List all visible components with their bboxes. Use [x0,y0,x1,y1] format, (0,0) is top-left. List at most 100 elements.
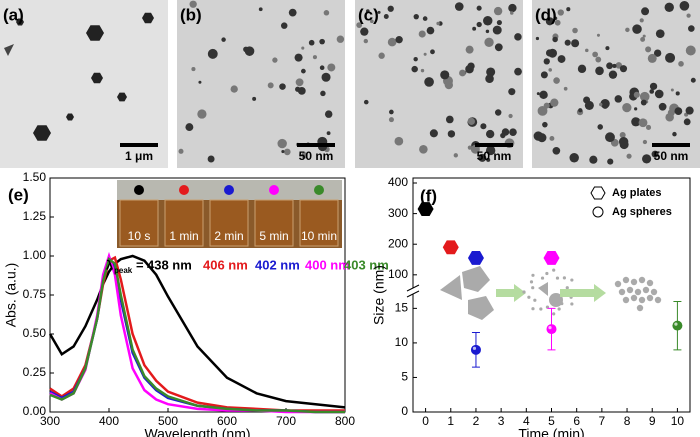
particle [548,68,552,72]
particle [584,100,594,110]
x-tick-label: 500 [158,414,178,428]
schematic-arrow [560,284,606,302]
particle [494,43,503,52]
scale-bar-label: 50 nm [299,149,334,163]
particle [272,57,278,63]
particle [370,19,374,24]
plate-marker [543,251,560,265]
particle [377,10,381,14]
particle [634,107,638,111]
x-tick-label: 3 [498,414,505,428]
schematic-dot [552,312,556,316]
particle [655,29,665,39]
particle [632,117,637,122]
particle [597,124,603,130]
particle [690,77,696,83]
particle [596,33,600,37]
particle [486,67,496,77]
particle [549,135,555,141]
particle [279,83,286,90]
particle [496,19,502,26]
particle [476,5,482,11]
axis-break-gap [409,288,417,294]
sphere-highlight [674,322,678,326]
particle [645,124,652,131]
y-tick-label: 100 [388,267,408,281]
particle [453,153,458,158]
particle [608,70,618,79]
particle [552,36,558,43]
particle [658,102,667,111]
particle [642,154,652,164]
legend-label: Ag plates [612,187,662,199]
schematic-dot [636,304,644,312]
particle [612,63,617,68]
schematic-dot [545,271,549,276]
particle [207,155,215,163]
schematic-dot [622,276,630,284]
y-tick-label: 1.50 [23,170,47,184]
particle [595,66,604,76]
schematic-dot [529,280,534,284]
particle [537,133,547,143]
particle [486,157,491,162]
particle [336,35,345,43]
y-tick-label: 5 [401,370,408,384]
particle [324,110,333,118]
y-tick-label: 400 [388,175,408,189]
particle [288,8,297,17]
particle [670,88,674,92]
legend-marker [590,186,606,200]
particle [178,148,184,154]
schematic-dot [614,280,622,288]
schematic-dot [531,286,535,290]
particle [550,98,559,107]
particle [301,68,306,74]
schematic-dot [570,302,574,306]
y-tick-label: 0 [401,404,408,418]
y-tick-label: 0.50 [23,326,47,340]
legend-label: 2 min [214,229,243,243]
particle [672,131,677,137]
particle [642,34,646,38]
schematic-dot [654,296,662,304]
particle [578,108,583,113]
particle [685,45,696,56]
particle [142,12,154,24]
particle [592,51,598,58]
schematic-dot [565,286,569,290]
schematic-dot [634,288,642,296]
tem-panels: (a) 1 μm (b) 50 nm (c) 50 nm (d) 50 nm [0,0,700,168]
particle [467,62,475,70]
particle [383,14,389,19]
particle [542,121,548,128]
particle [678,61,684,67]
x-tick-label: 4 [523,414,530,428]
peak-label: 402 nm [255,257,300,272]
x-tick-label: 5 [548,414,555,428]
particle [540,71,548,79]
x-tick-label: 1 [447,414,454,428]
schematic-shape [462,266,490,292]
particle [619,131,626,139]
particle [91,72,103,84]
particle [4,44,14,56]
schematic-dot [562,276,567,280]
x-tick-label: 600 [217,414,237,428]
y-axis-title: Abs. (a.u.) [3,263,19,328]
particle [486,129,495,139]
schematic-dot [555,276,560,280]
particle [494,109,502,116]
y-axis-title: Size (nm) [371,265,387,325]
particle [647,53,657,63]
schematic-dot [630,294,638,302]
x-axis-title: Wavelength (nm) [144,426,250,437]
particle [665,52,676,63]
particle [536,92,540,96]
particle [319,65,325,71]
particle [688,25,695,32]
particle [654,89,664,99]
schematic-dot [533,298,537,302]
y-tick-label: 1.00 [23,248,47,262]
particle [230,85,238,93]
